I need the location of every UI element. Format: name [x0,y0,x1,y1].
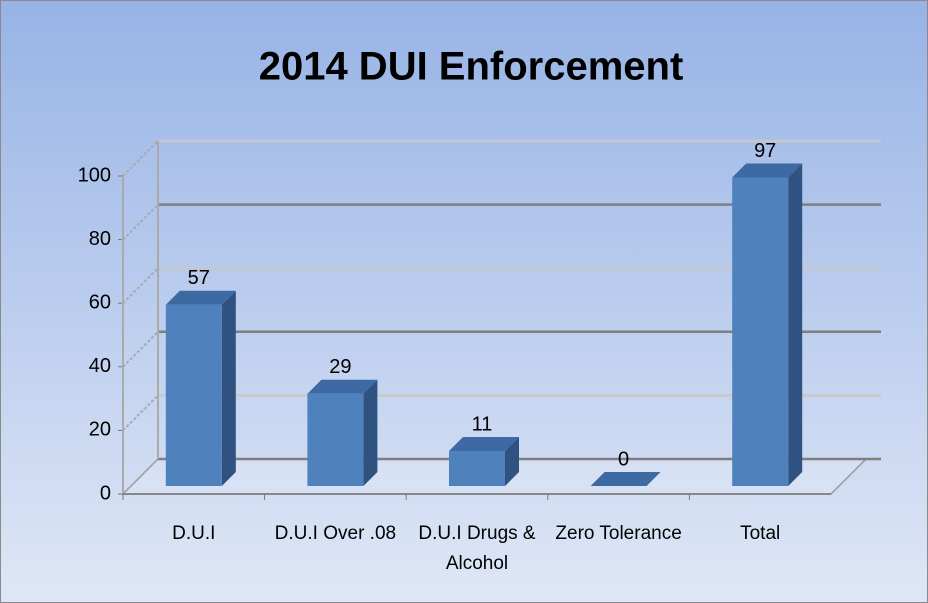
side-grid-line [122,331,159,368]
bar [165,304,222,486]
bar-top [307,379,378,394]
bar [732,177,789,487]
side-grid-line [122,140,159,177]
data-label: 0 [618,448,629,470]
side-grid-line [122,394,159,432]
bar-top [449,437,519,452]
side-grid-line [122,458,159,495]
y-tick-label: 100 [78,164,111,186]
y-tick-label: 60 [89,291,111,313]
bar-side [788,163,803,487]
bar-top [732,163,803,178]
bar-top [590,472,661,486]
y-tick-label: 0 [100,482,111,504]
data-label: 57 [188,267,210,289]
bar-top [165,290,236,305]
x-tick-label: D.U.I Drugs & Alcohol [418,523,536,574]
y-tick-label: 20 [89,419,111,441]
side-grid-line [122,267,159,304]
data-label: 29 [329,356,351,378]
x-tick-label: Zero Tolerance [555,523,682,544]
data-label: 97 [754,140,776,162]
bar-side [221,290,236,486]
x-tick-label: D.U.I [172,523,216,544]
bar-side [363,379,378,486]
bar-side [505,437,519,486]
bar [307,393,364,486]
chart-title: 2014 DUI Enforcement [259,45,684,89]
x-tick-label: D.U.I Over .08 [274,523,397,544]
bar [449,451,505,486]
side-grid-line [122,203,159,241]
x-tick-label: Total [740,523,781,544]
y-tick-label: 40 [89,355,111,377]
y-tick-label: 80 [89,228,111,250]
data-label: 11 [472,413,493,435]
